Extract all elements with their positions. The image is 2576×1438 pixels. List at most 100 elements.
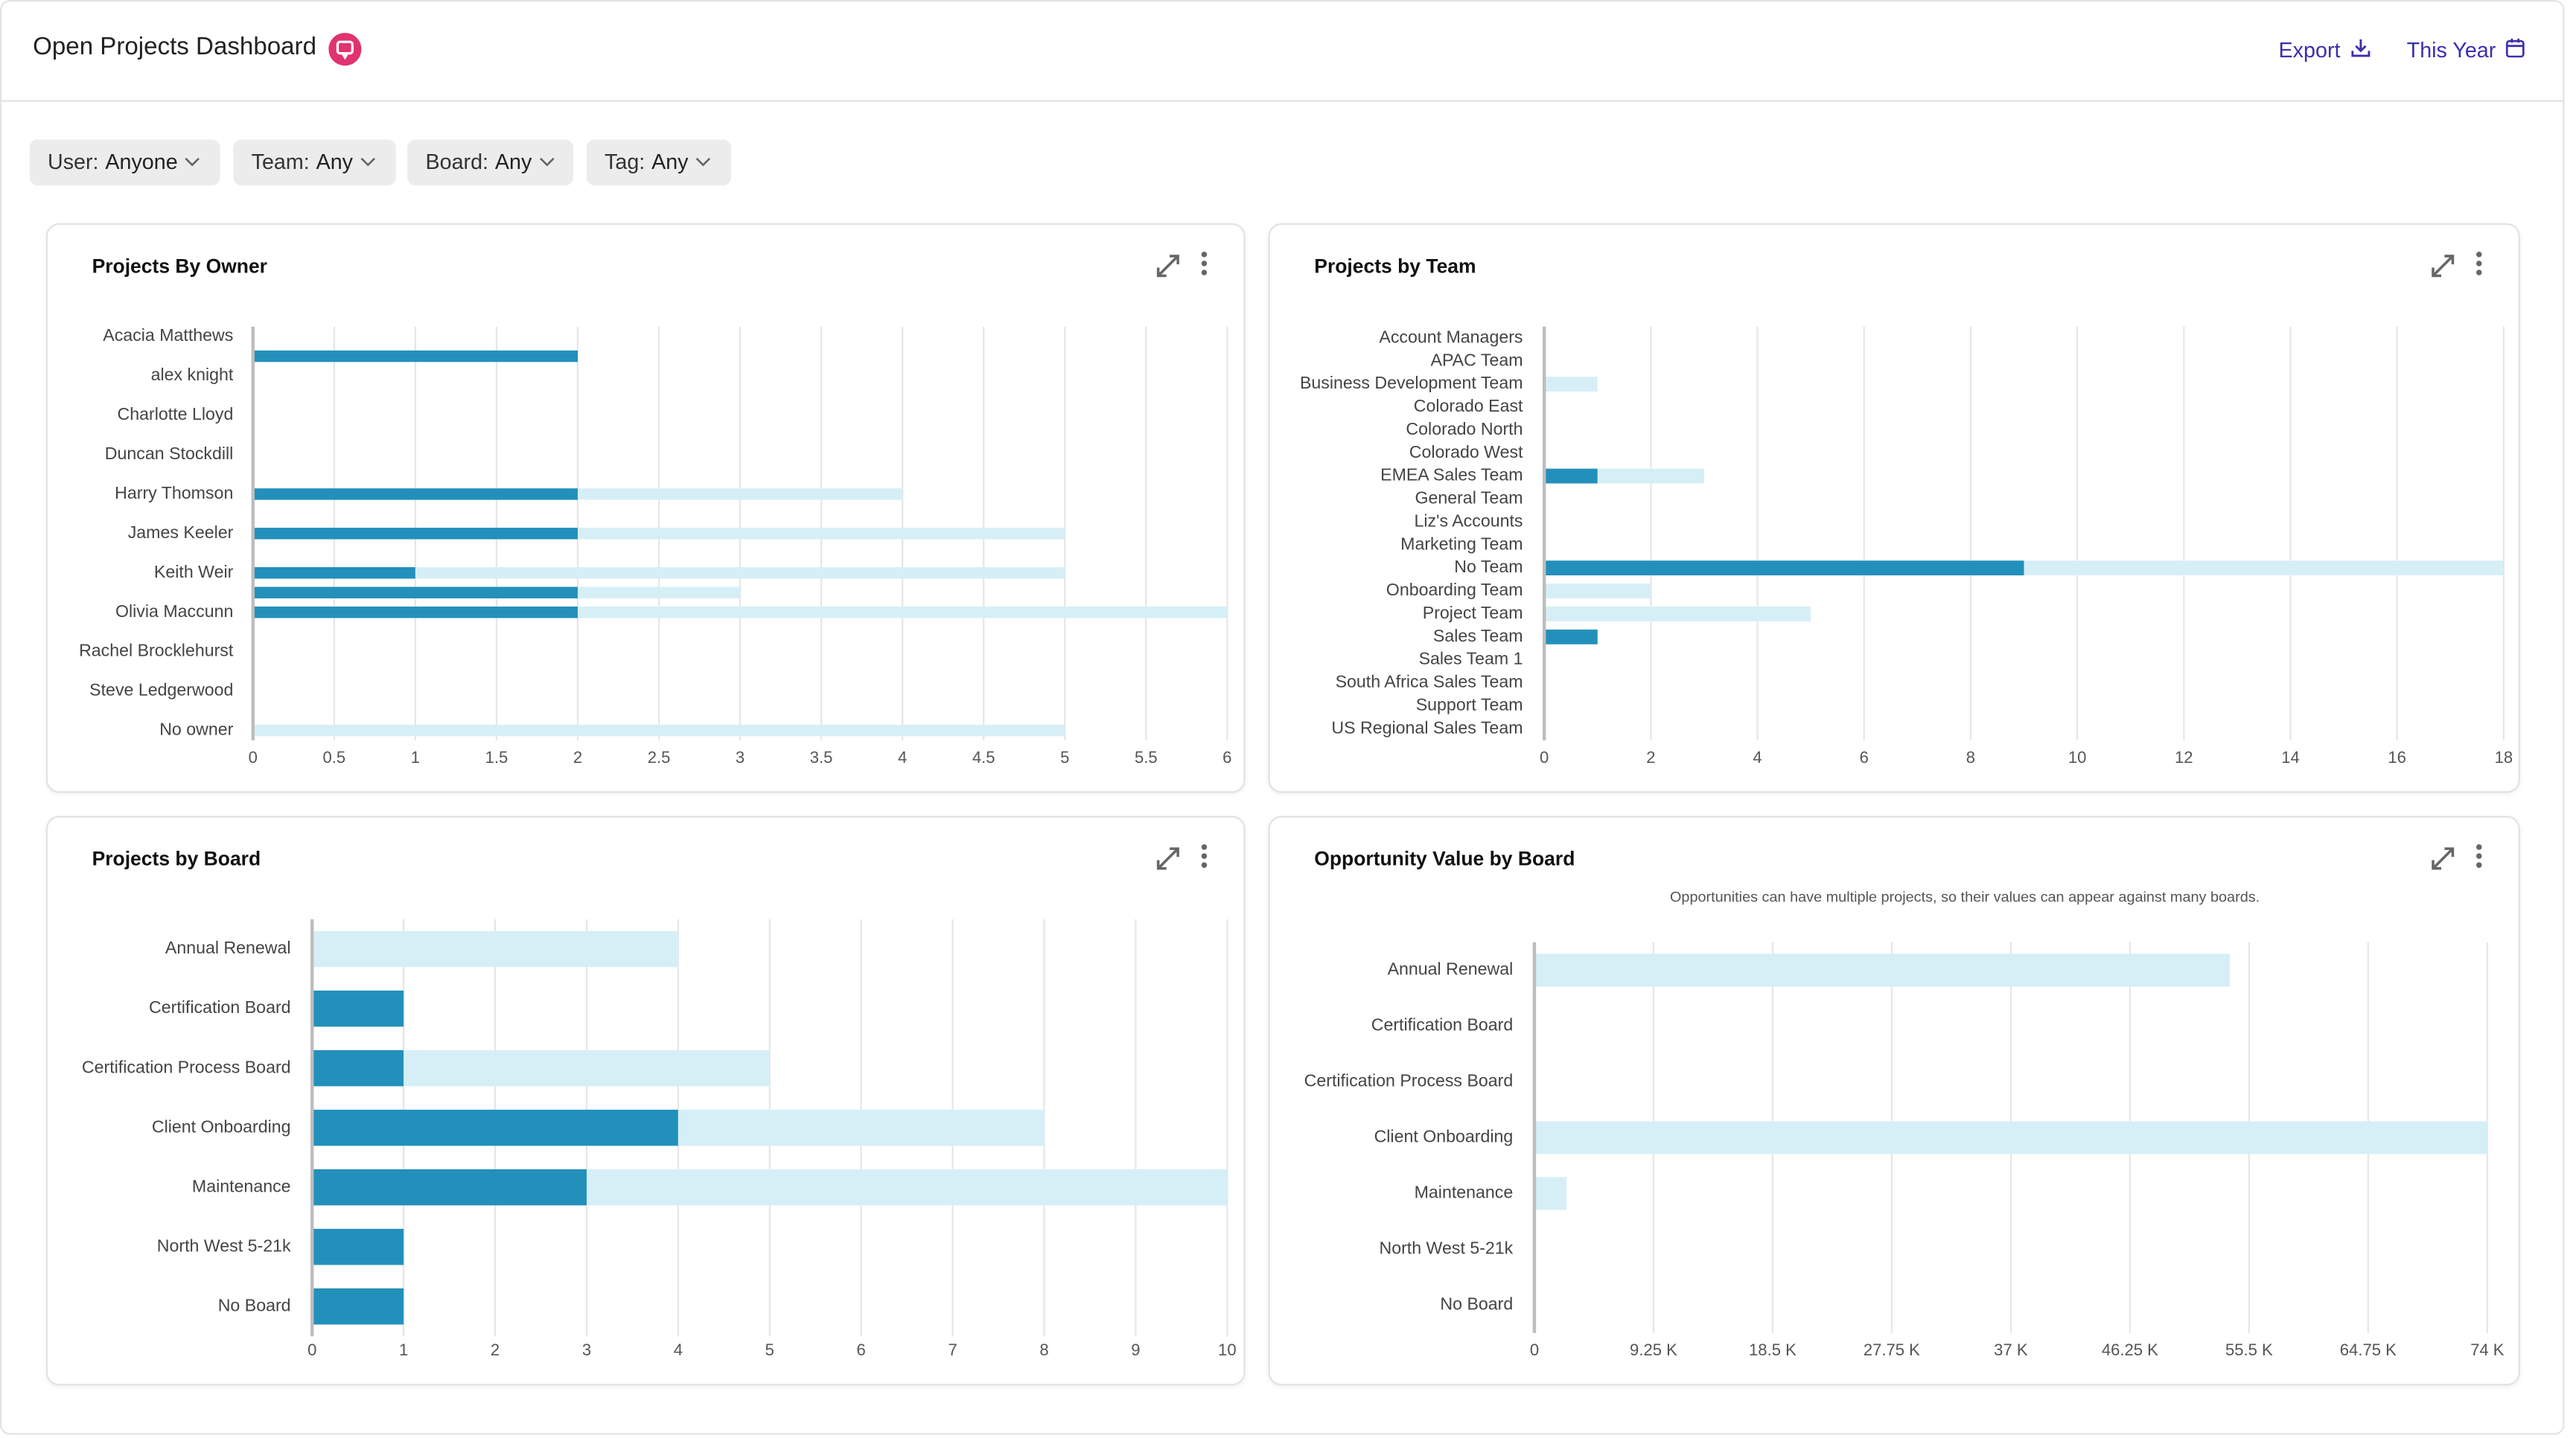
bar: [404, 1049, 770, 1087]
bar: [252, 587, 578, 598]
x-tick-label: 7: [948, 1340, 957, 1359]
menu-icon[interactable]: [1201, 252, 1208, 275]
filter-value[interactable]: Any: [494, 149, 532, 174]
bar: [1534, 1121, 2487, 1154]
category-label: Charlotte Lloyd: [118, 404, 234, 424]
bar: [1544, 468, 1598, 484]
menu-icon[interactable]: [1201, 844, 1208, 869]
x-tick-label: 1: [411, 748, 420, 767]
menu-dot[interactable]: [1201, 261, 1208, 266]
category-label: Maintenance: [1415, 1183, 1514, 1202]
expand-icon[interactable]: [1156, 847, 1179, 870]
export-label[interactable]: Export: [2278, 37, 2341, 63]
x-tick-label: 74 K: [2470, 1340, 2505, 1359]
filter-dropdown[interactable]: Board: Any: [407, 139, 574, 186]
x-tick-label: 5: [1060, 748, 1069, 767]
bar: [1534, 953, 2230, 987]
menu-dot[interactable]: [2476, 269, 2482, 275]
menu-dot[interactable]: [1201, 252, 1208, 258]
menu-dot[interactable]: [2476, 252, 2482, 258]
filter-dropdown[interactable]: User: Anyone: [29, 139, 220, 186]
chevron[interactable]: [695, 157, 711, 167]
x-tick-label: 0.5: [323, 748, 346, 767]
chart-title: Projects By Owner: [92, 255, 267, 278]
expand-arrows[interactable]: [1156, 847, 1179, 870]
menu-dot[interactable]: [1201, 269, 1208, 275]
chevron-icon[interactable]: [182, 156, 202, 170]
bar: [2024, 560, 2504, 576]
expand-arrows[interactable]: [2432, 255, 2455, 278]
menu-dot[interactable]: [2476, 261, 2482, 266]
bar: [312, 1109, 678, 1146]
menu-dot[interactable]: [2476, 844, 2482, 850]
category-label: US Regional Sales Team: [1331, 718, 1523, 737]
badge-icon: [328, 33, 362, 66]
expand-icon[interactable]: [1156, 255, 1179, 278]
menu-dot[interactable]: [2476, 853, 2482, 859]
category-label: Certification Process Board: [82, 1057, 291, 1076]
menu-icon[interactable]: [2476, 844, 2482, 869]
category-label: Project Team: [1423, 603, 1523, 622]
expand-icon[interactable]: [2432, 847, 2455, 870]
category-label: alex knight: [151, 365, 234, 384]
chart-card: Projects by Team 0 2 4 6 8 10 12 14 16 18 Account M…: [1268, 223, 2520, 793]
menu-dot[interactable]: [1201, 844, 1208, 850]
bar: [312, 1049, 404, 1087]
bar: [1544, 584, 1651, 598]
bar: [312, 1169, 587, 1206]
x-tick-label: 55.5 K: [2225, 1340, 2273, 1359]
category-label: James Keeler: [128, 523, 234, 542]
x-tick-label: 2.5: [648, 748, 671, 767]
x-tick-label: 64.75 K: [2340, 1340, 2397, 1359]
bar: [252, 606, 578, 619]
chevron-icon[interactable]: [537, 156, 556, 170]
x-tick-label: 0: [1530, 1340, 1539, 1359]
category-label: No owner: [159, 720, 233, 739]
filter-label[interactable]: Team:: [251, 149, 310, 174]
filter-value[interactable]: Any: [651, 149, 689, 174]
category-label: Sales Team 1: [1419, 649, 1523, 668]
chevron[interactable]: [539, 157, 554, 167]
date-range-label[interactable]: This Year: [2406, 37, 2496, 63]
expand-icon[interactable]: [2432, 255, 2455, 278]
filter-label[interactable]: Tag:: [605, 149, 645, 174]
bar: [312, 1228, 404, 1265]
chart-card: Projects by Board 0 1 2 3 4 5 6 7 8 9 10 Annual Rene…: [45, 816, 1246, 1386]
x-tick-label: 3.5: [810, 748, 833, 767]
category-label: No Board: [1440, 1294, 1513, 1314]
menu-dot[interactable]: [2476, 862, 2482, 869]
filter-label[interactable]: Board:: [425, 149, 489, 174]
chart-title: Opportunity Value by Board: [1314, 848, 1575, 870]
menu-dot[interactable]: [1201, 862, 1208, 869]
chevron-icon[interactable]: [693, 156, 712, 170]
chevron-icon[interactable]: [358, 156, 377, 170]
download-icon[interactable]: [2349, 38, 2372, 57]
expand-arrows[interactable]: [1156, 255, 1179, 278]
date-range-button[interactable]: This Year: [2407, 38, 2528, 63]
category-label: Support Team: [1416, 694, 1523, 714]
bar: [415, 567, 1065, 579]
filter-label[interactable]: User:: [47, 149, 99, 174]
menu-icon[interactable]: [2476, 252, 2482, 275]
bar: [252, 350, 578, 362]
category-label: Marketing Team: [1400, 534, 1523, 553]
filter-dropdown[interactable]: Tag: Any: [586, 139, 731, 186]
x-tick-label: 4: [1753, 748, 1762, 767]
menu-dot[interactable]: [1201, 853, 1208, 859]
chevron[interactable]: [360, 157, 375, 167]
chevron[interactable]: [185, 157, 200, 167]
expand-arrows[interactable]: [2432, 847, 2455, 870]
export-button[interactable]: Export: [2279, 38, 2372, 63]
x-tick-label: 18.5 K: [1749, 1340, 1796, 1359]
x-tick-label: 14: [2281, 748, 2300, 767]
bar: [312, 990, 404, 1027]
filter-value[interactable]: Anyone: [105, 149, 178, 174]
category-label: Certification Board: [149, 997, 291, 1017]
filter-dropdown[interactable]: Team: Any: [233, 139, 396, 186]
calendar-icon[interactable]: [2504, 38, 2527, 58]
x-tick-label: 2: [491, 1340, 500, 1359]
filter-value[interactable]: Any: [316, 149, 354, 174]
x-tick-label: 9: [1131, 1340, 1140, 1359]
